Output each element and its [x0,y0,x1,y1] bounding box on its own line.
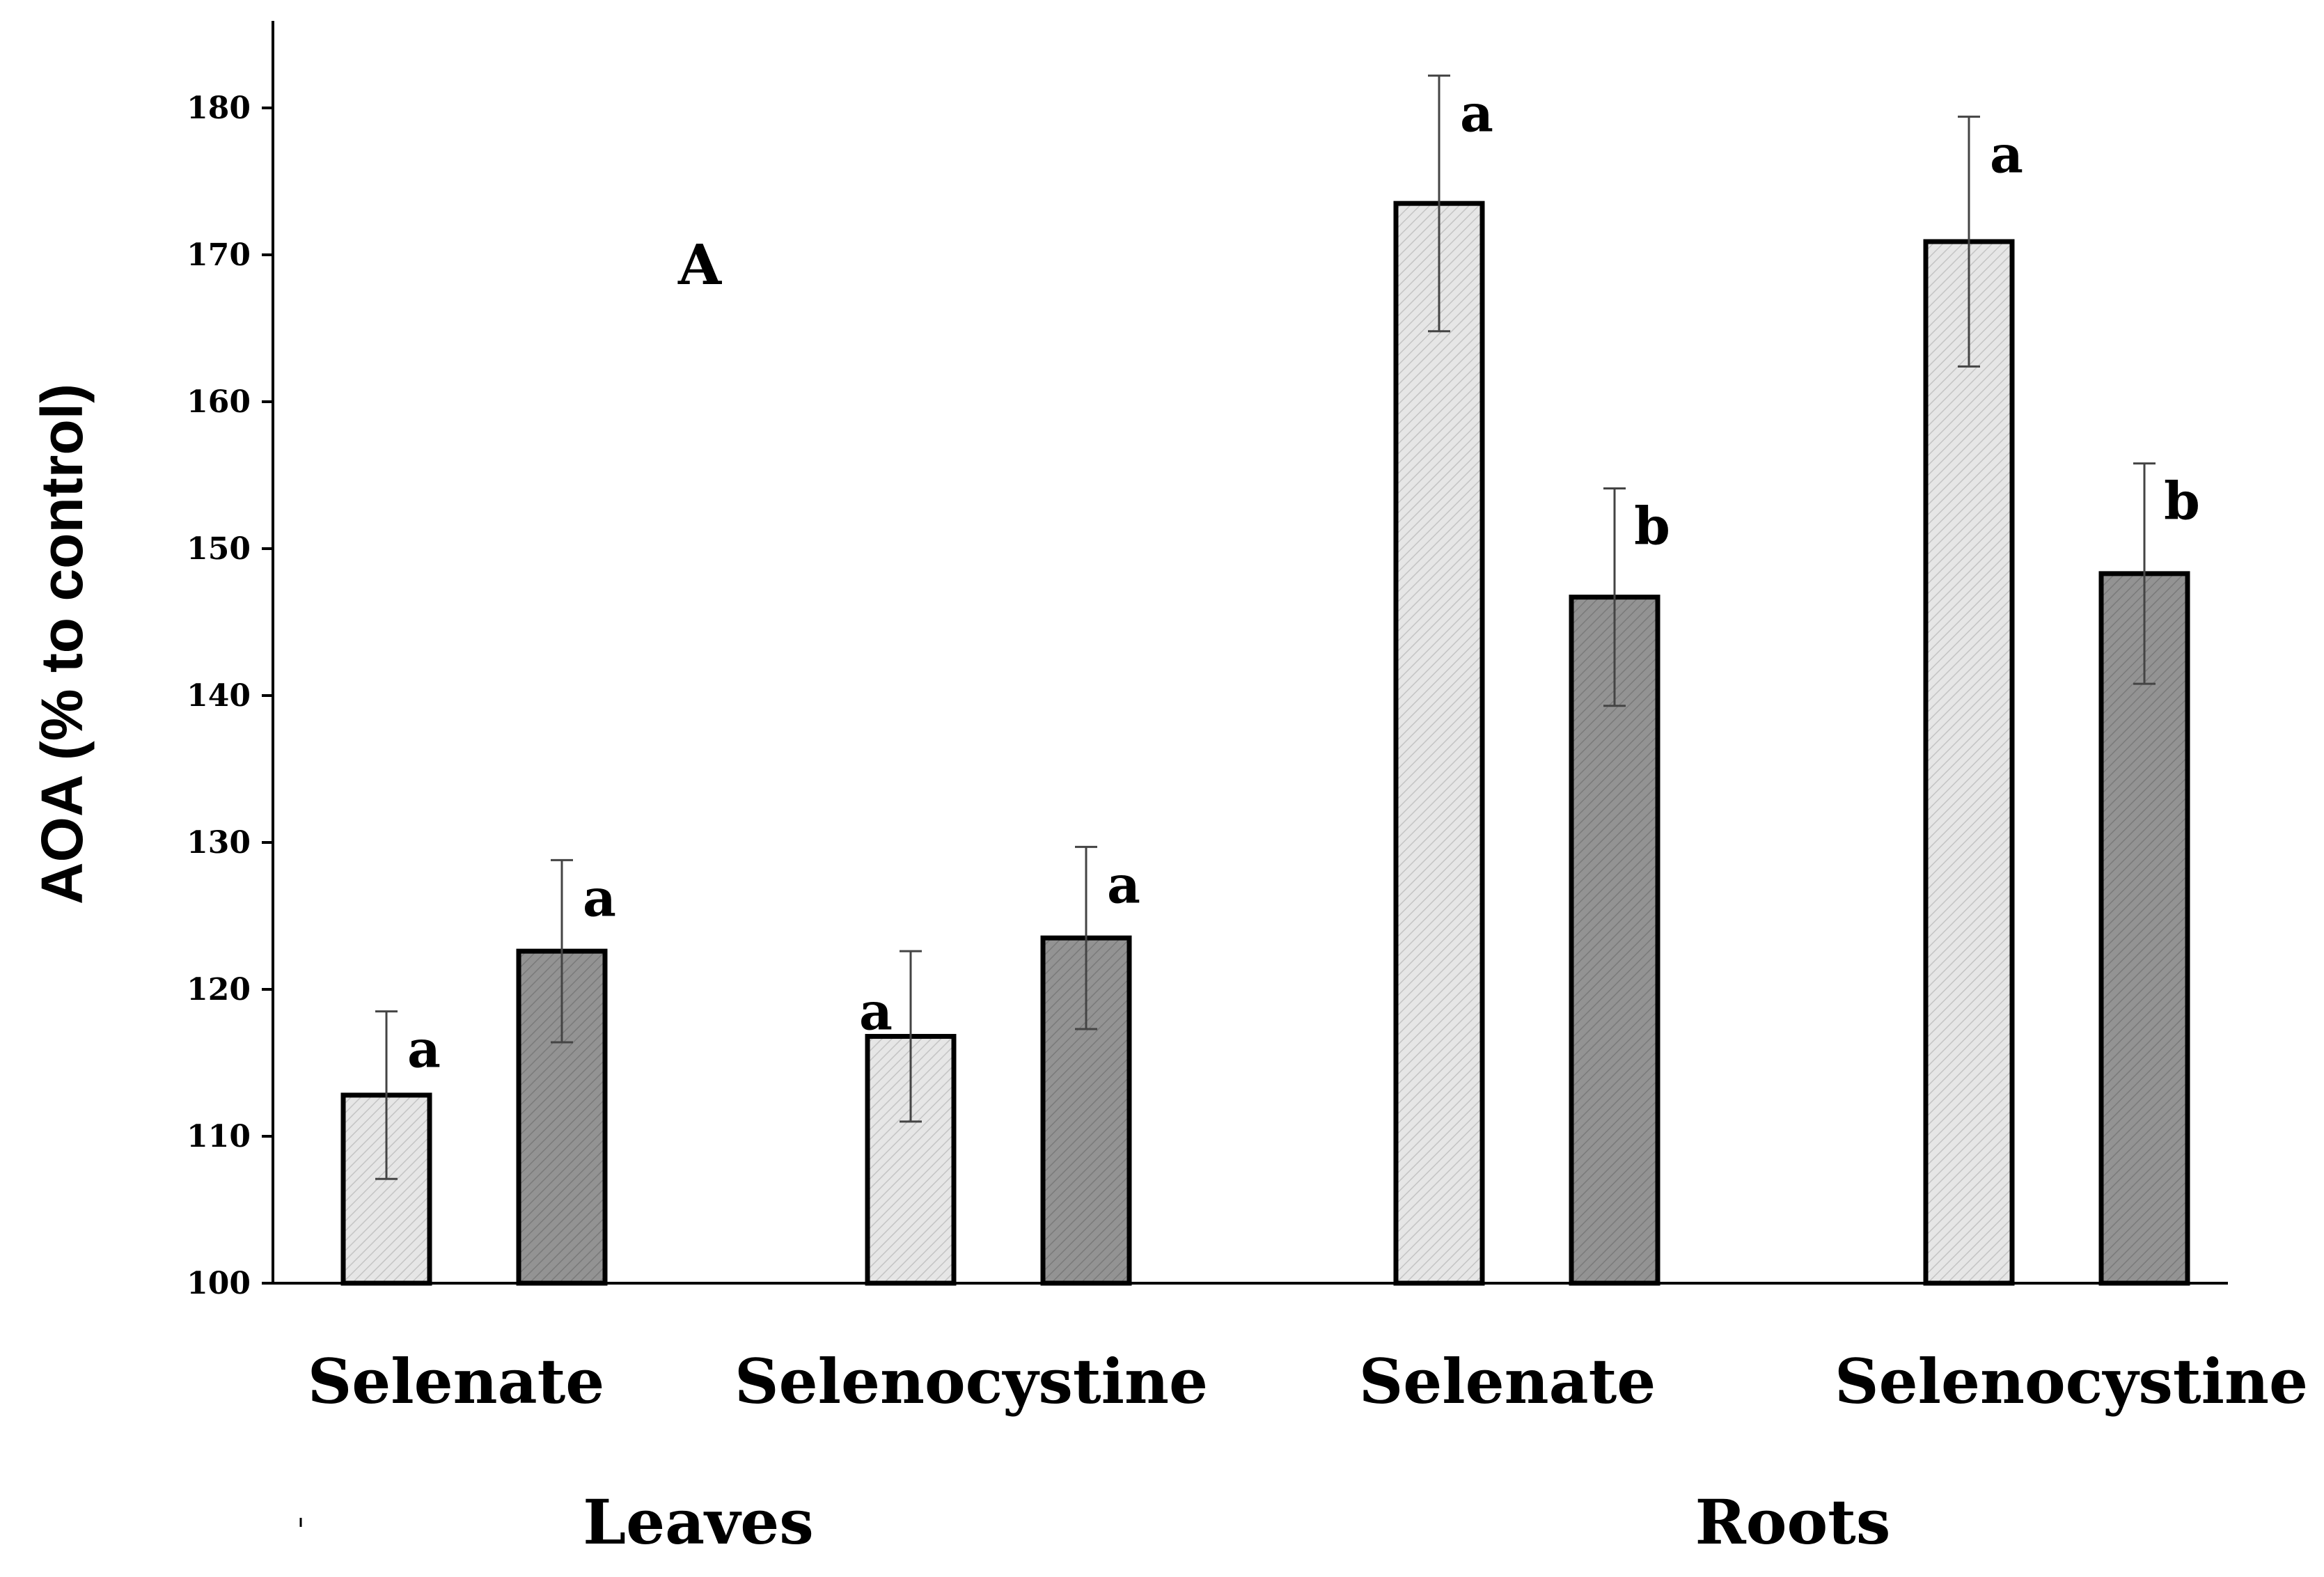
y-tick-label: 140 [187,678,251,714]
group-label-leaves: Leaves [583,1486,814,1558]
y-axis: 100 110 120 130 140 150 160 170 180 [187,21,274,1301]
y-tick-label: 100 [187,1266,251,1301]
y-tick-label: 110 [187,1119,251,1154]
significance-label: a [407,1020,441,1080]
bar-light-3 [1923,239,2015,1286]
y-tick-label: 170 [187,237,251,273]
bars: a a a a a a b b [340,74,2200,1286]
significance-label: a [1990,125,2023,185]
significance-label: a [859,982,893,1042]
significance-label: a [1460,84,1493,144]
panel-label: A [677,232,722,297]
significance-label: a [1107,855,1140,915]
group-label-roots: Roots [1695,1486,1891,1558]
y-axis-title: AOA (% to control) [29,384,95,904]
y-tick-label: 150 [187,531,251,567]
category-label: Selenocystine [1835,1345,2308,1418]
bar-dark-2 [1569,595,1660,1286]
bar-light-2 [1393,201,1485,1286]
significance-label: a [583,868,616,928]
category-label: Selenocystine [735,1345,1208,1418]
category-label: Selenate [1359,1345,1656,1418]
significance-label: b [1634,496,1670,556]
y-tick-label: 160 [187,384,251,420]
y-tick-label: 120 [187,972,251,1007]
significance-label: b [2164,472,2200,532]
y-tick-label: 180 [187,91,251,126]
category-labels: Selenate Selenocystine Selenate Selenocysti… [308,1345,2308,1558]
y-tick-label: 130 [187,825,251,861]
category-label: Selenate [308,1345,605,1418]
